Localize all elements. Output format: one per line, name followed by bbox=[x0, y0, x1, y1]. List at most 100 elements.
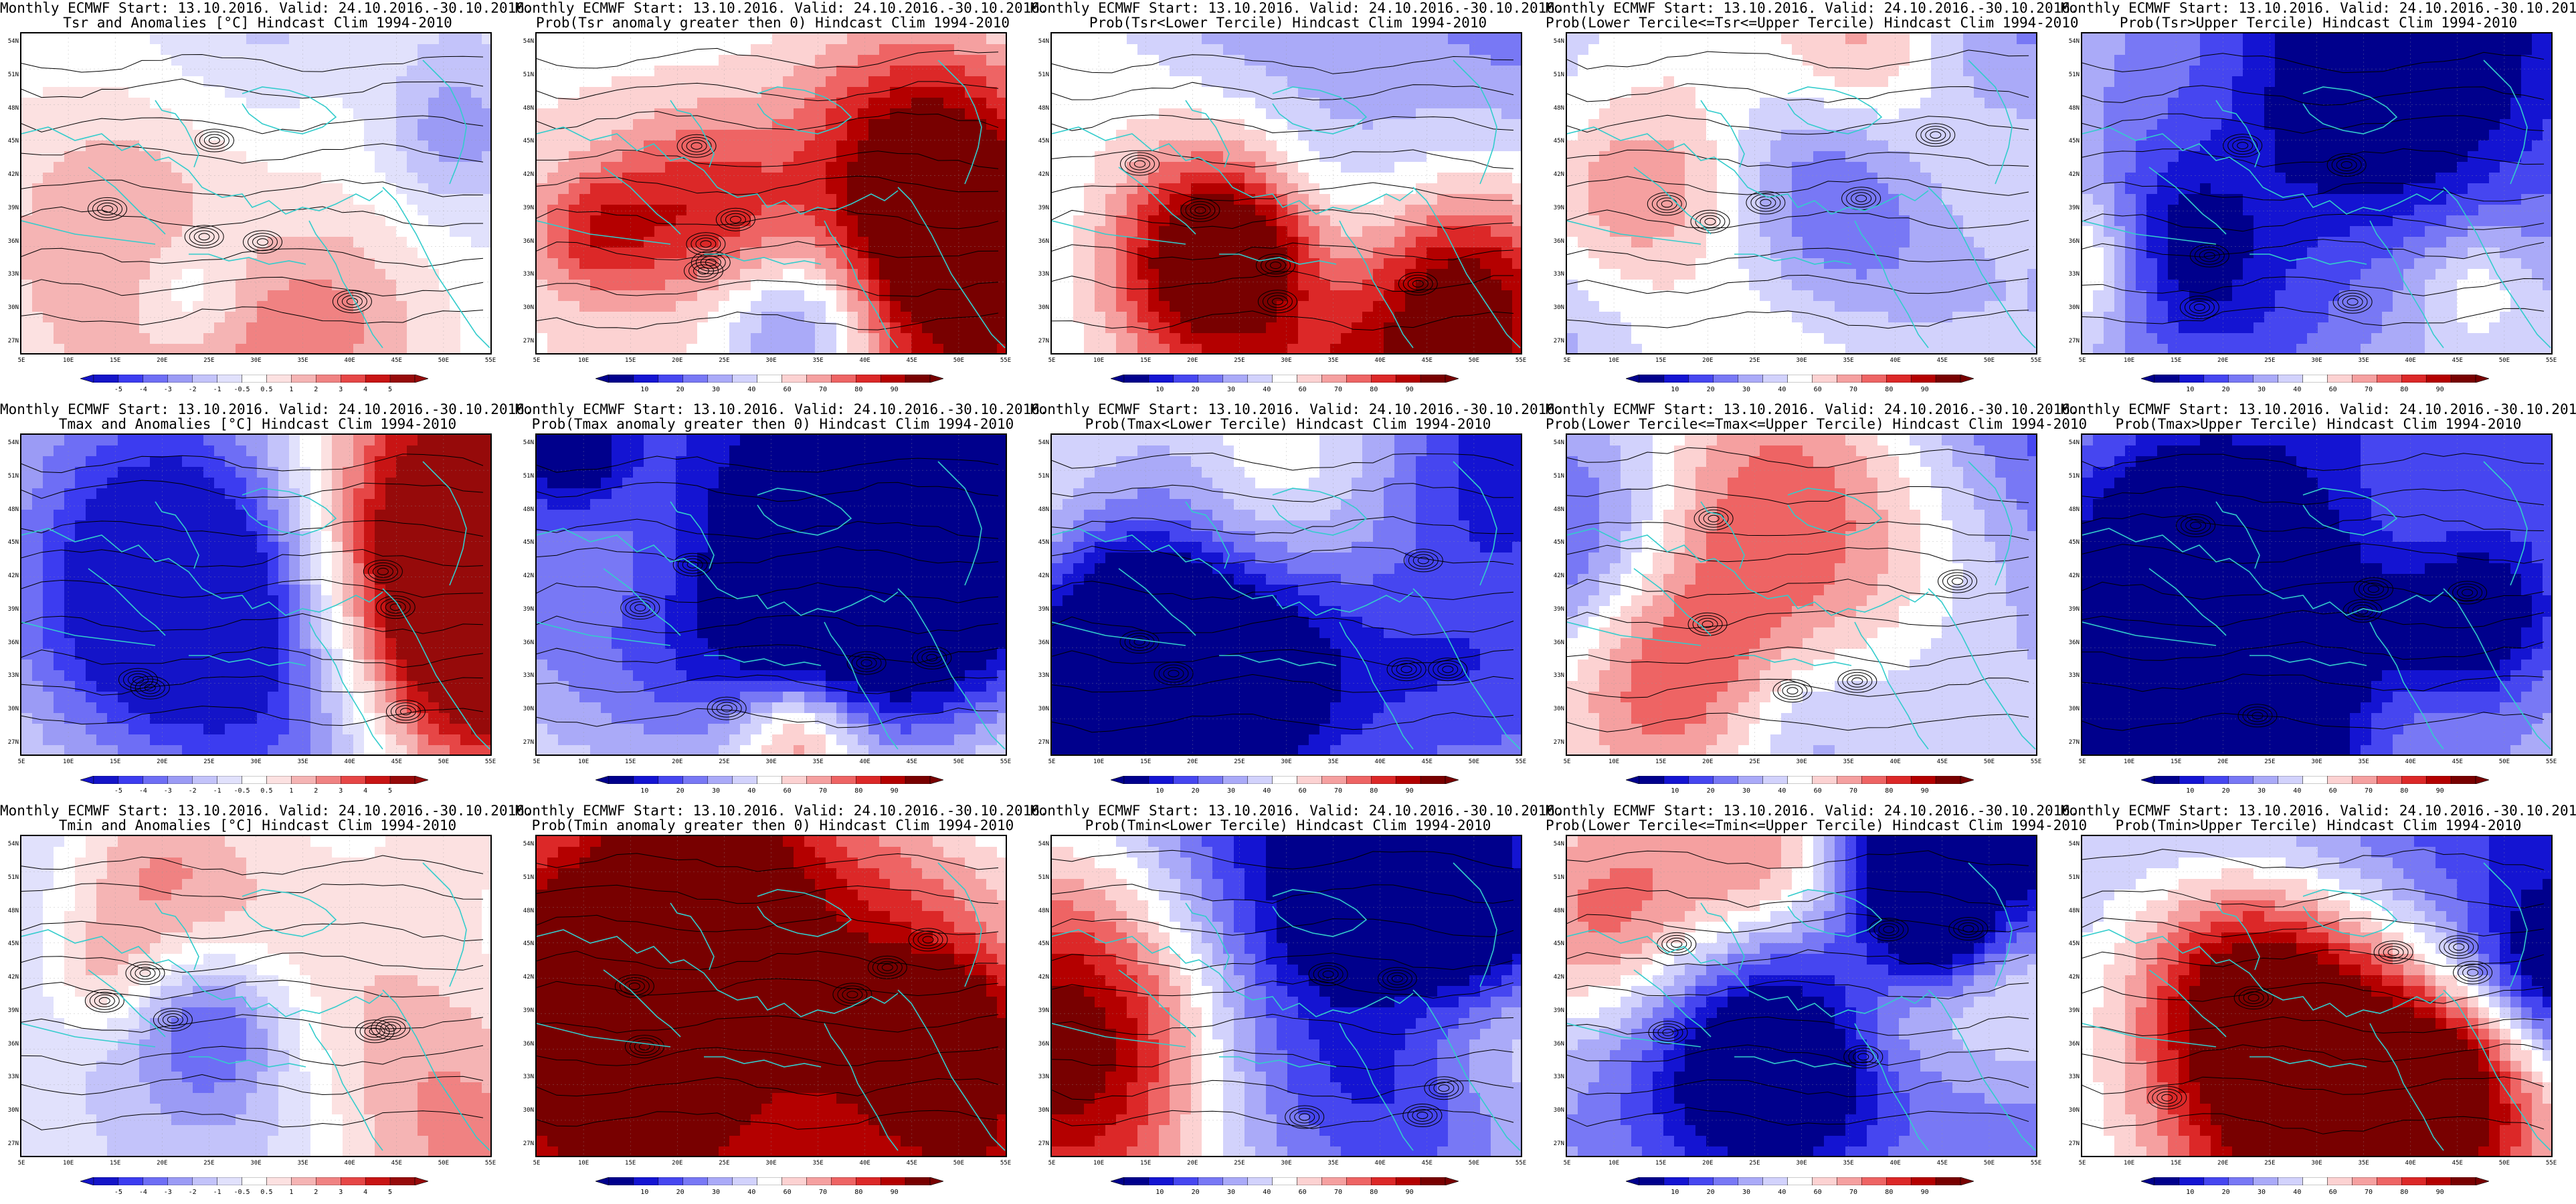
colorbar-tick: 10 bbox=[1671, 788, 1679, 795]
colorbar-swatch bbox=[341, 375, 366, 383]
colorbar-tick-labels: 10 20 30 40 60 70 80 90 bbox=[2141, 788, 2489, 796]
coastline bbox=[1052, 60, 1521, 348]
map-panel: Monthly ECMWF Start: 13.10.2016. Valid: … bbox=[2061, 401, 2576, 803]
colorbar-swatch bbox=[2302, 776, 2328, 784]
latitude-label: 45N bbox=[1547, 138, 1564, 144]
map-svg bbox=[537, 836, 1006, 1156]
latitude-label: 51N bbox=[1547, 72, 1564, 78]
latitude-label: 51N bbox=[517, 874, 534, 881]
colorbar-swatch bbox=[1272, 375, 1297, 383]
latitude-label: 48N bbox=[1547, 908, 1564, 914]
colorbar-swatch bbox=[266, 375, 292, 383]
coastline bbox=[1052, 461, 1521, 750]
latitude-label: 48N bbox=[2062, 105, 2080, 112]
latitude-label: 45N bbox=[1032, 941, 1049, 947]
latitude-label: 30N bbox=[1547, 305, 1564, 311]
longitude-label: 5E bbox=[1048, 759, 1056, 765]
colorbar-swatch bbox=[2401, 375, 2427, 383]
longitude-label: 50E bbox=[953, 358, 964, 364]
longitude-label: 45E bbox=[391, 1161, 402, 1167]
panel-title-line2: Prob(Tmax>Upper Tercile) Hindcast Clim 1… bbox=[2061, 417, 2576, 431]
colorbar-swatch bbox=[1663, 776, 1689, 784]
colorbar-tick-labels: 10 20 30 40 60 70 80 90 bbox=[1111, 788, 1459, 796]
longitude-label: 10E bbox=[2124, 759, 2134, 765]
colorbar-tick-labels: -5 -4 -3 -2 -1 -0.5 0.5 1 2 3 4 5 bbox=[80, 1189, 428, 1197]
colorbar-tick: 90 bbox=[891, 1189, 899, 1196]
colorbar-swatch bbox=[1837, 776, 1862, 784]
colorbar-swatch bbox=[732, 1177, 757, 1185]
latitude-label: 45N bbox=[1, 941, 19, 947]
colorbar-swatch bbox=[757, 375, 782, 383]
colorbar-tick: 10 bbox=[1156, 788, 1164, 795]
colorbar-tick: 30 bbox=[2258, 1189, 2266, 1196]
colorbar-swatch bbox=[1123, 776, 1149, 784]
colorbar-swatch bbox=[1272, 776, 1297, 784]
map-panel: Monthly ECMWF Start: 13.10.2016. Valid: … bbox=[515, 803, 1048, 1204]
colorbar-swatch bbox=[2203, 375, 2229, 383]
latitude-label: 42N bbox=[1032, 573, 1049, 579]
colorbar-swatch bbox=[1123, 1177, 1149, 1185]
panel-title-line2: Tsr and Anomalies [°C] Hindcast Clim 199… bbox=[0, 16, 515, 30]
panel-title-line1: Monthly ECMWF Start: 13.10.2016. Valid: … bbox=[515, 403, 1048, 417]
colorbar-tick: 70 bbox=[1849, 788, 1857, 795]
latitude-label: 54N bbox=[517, 841, 534, 847]
longitude-label: 10E bbox=[1608, 1161, 1619, 1167]
colorbar-swatch bbox=[608, 776, 634, 784]
longitude-label: 55E bbox=[2031, 1161, 2041, 1167]
colorbar-swatch bbox=[1371, 776, 1396, 784]
longitude-label: 55E bbox=[2546, 759, 2557, 765]
colorbar-tick: -2 bbox=[189, 387, 197, 393]
colorbar-swatch bbox=[1688, 375, 1714, 383]
colorbar-swatch bbox=[242, 1177, 267, 1185]
latitude-label: 42N bbox=[1, 172, 19, 178]
coastline bbox=[21, 862, 490, 1151]
colorbar-tick: 80 bbox=[854, 387, 862, 393]
latitude-label: 39N bbox=[517, 205, 534, 211]
isotherm-contours bbox=[2082, 453, 2545, 731]
longitude-label: 50E bbox=[1469, 1161, 1479, 1167]
colorbar-swatch bbox=[1395, 776, 1421, 784]
colorbar-tick: 30 bbox=[1227, 788, 1235, 795]
map-panel: Monthly ECMWF Start: 13.10.2016. Valid: … bbox=[2061, 0, 2576, 401]
map-panel: Monthly ECMWF Start: 13.10.2016. Valid: … bbox=[1030, 803, 1564, 1204]
longitude-label: 5E bbox=[1564, 759, 1571, 765]
colorbar-swatch bbox=[1346, 375, 1372, 383]
colorbar-tick: 1 bbox=[289, 387, 293, 393]
latitude-label: 42N bbox=[1547, 975, 1564, 981]
colorbar-tick: 80 bbox=[854, 788, 862, 795]
colorbar-tick: 90 bbox=[1921, 1189, 1929, 1196]
latitude-label: 54N bbox=[517, 440, 534, 446]
colorbar-swatch bbox=[118, 1177, 144, 1185]
isotherm-contours bbox=[2082, 849, 2545, 1134]
longitude-label: 30E bbox=[250, 358, 261, 364]
shaded-field bbox=[1052, 33, 1521, 353]
colorbar-swatch bbox=[1738, 375, 1763, 383]
colorbar-tick: -5 bbox=[114, 387, 122, 393]
colorbar-tick: 20 bbox=[2222, 387, 2230, 393]
latitude-label: 36N bbox=[1, 1041, 19, 1047]
panel-title-line1: Monthly ECMWF Start: 13.10.2016. Valid: … bbox=[1030, 1, 1564, 15]
latitude-label: 42N bbox=[1547, 172, 1564, 178]
colorbar-tick: 70 bbox=[1334, 1189, 1342, 1196]
longitude-label: 45E bbox=[907, 358, 917, 364]
colorbar-tick: 2 bbox=[314, 1189, 318, 1196]
colorbar-tick: 60 bbox=[784, 788, 792, 795]
longitude-label: 35E bbox=[2358, 1161, 2369, 1167]
colorbar-swatch bbox=[1123, 375, 1149, 383]
colorbar-swatch bbox=[2179, 375, 2205, 383]
longitude-label: 55E bbox=[1515, 358, 1526, 364]
colorbar-swatch bbox=[608, 375, 634, 383]
latitude-label: 33N bbox=[1032, 673, 1049, 679]
colorbar-tick: 60 bbox=[1299, 788, 1307, 795]
colorbar-swatch bbox=[93, 776, 119, 784]
colorbar-swatch bbox=[2327, 776, 2353, 784]
latitude-label: 48N bbox=[1, 908, 19, 914]
colorbar-tick: 20 bbox=[1707, 788, 1715, 795]
longitude-label: 35E bbox=[1843, 1161, 1853, 1167]
colorbar-tick: 80 bbox=[1370, 387, 1378, 393]
colorbar-tick: -0.5 bbox=[234, 387, 250, 393]
colorbar-swatch bbox=[2327, 375, 2353, 383]
panel-title-line2: Prob(Tmin>Upper Tercile) Hindcast Clim 1… bbox=[2061, 819, 2576, 833]
colorbar-swatch bbox=[118, 375, 144, 383]
colorbar-swatch bbox=[658, 776, 683, 784]
